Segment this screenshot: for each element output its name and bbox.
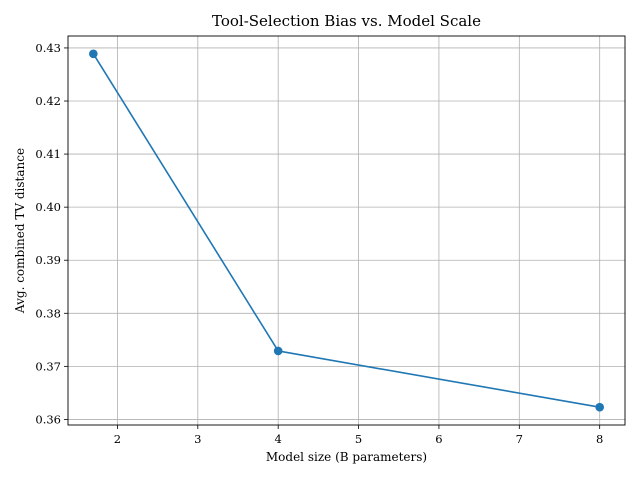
y-tick-label: 0.42 [35, 94, 61, 108]
y-tick-label: 0.39 [35, 253, 61, 267]
x-axis-label: Model size (B parameters) [266, 450, 427, 464]
y-tick-label: 0.38 [35, 306, 61, 320]
y-tick-label: 0.37 [35, 359, 61, 373]
plot-frame [67, 35, 626, 426]
x-tick-label: 5 [355, 432, 362, 446]
y-axis-label: Avg. combined TV distance [13, 148, 27, 314]
series-line [92, 53, 600, 409]
x-tick-label: 4 [275, 432, 282, 446]
y-tick-label: 0.43 [35, 41, 61, 55]
x-tick-label: 3 [194, 432, 201, 446]
y-tick-label: 0.36 [35, 412, 61, 426]
data-point [273, 346, 283, 356]
x-tick-label: 6 [435, 432, 442, 446]
data-point [595, 402, 604, 412]
x-tick-label: 2 [114, 432, 121, 446]
x-tick-label: 8 [596, 432, 603, 446]
y-tick-label: 0.41 [35, 147, 61, 161]
grid [68, 36, 625, 425]
y-tick-label: 0.40 [35, 200, 61, 214]
data-point [89, 49, 98, 59]
series-layer [89, 49, 604, 412]
axis-ticks: 2 3 4 5 6 7 8 0.36 0.37 0.38 0.39 0.40 0.41 0.42 0.43 [35, 41, 603, 446]
x-tick-label: 7 [516, 432, 523, 446]
chart-title: Tool-Selection Bias vs. Model Scale [212, 12, 481, 30]
